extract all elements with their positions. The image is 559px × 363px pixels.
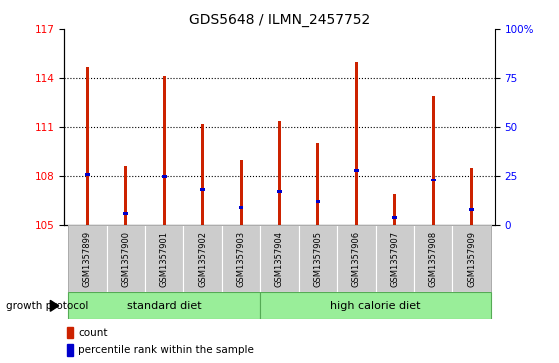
Bar [260,292,491,319]
Text: GSM1357909: GSM1357909 [467,231,476,287]
Text: GSM1357907: GSM1357907 [390,231,399,287]
Title: GDS5648 / ILMN_2457752: GDS5648 / ILMN_2457752 [189,13,370,26]
Bar [124,212,128,215]
Bar [376,225,414,292]
Text: GSM1357902: GSM1357902 [198,231,207,287]
Text: high calorie diet: high calorie diet [330,301,421,311]
Bar [431,179,435,182]
Bar [124,166,127,225]
Text: GSM1357904: GSM1357904 [275,231,284,287]
Bar [240,160,243,225]
Bar [260,225,299,292]
Text: GSM1357900: GSM1357900 [121,231,130,287]
Text: percentile rank within the sample: percentile rank within the sample [78,345,254,355]
Bar [394,194,396,225]
Bar [337,225,376,292]
Bar [68,292,260,319]
Text: count: count [78,327,108,338]
Bar [299,225,337,292]
Polygon shape [50,301,59,311]
Text: GSM1357903: GSM1357903 [236,231,245,287]
Bar [68,225,107,292]
Bar [452,225,491,292]
Bar [67,327,73,338]
Bar [414,225,452,292]
Bar [432,96,435,225]
Text: GSM1357901: GSM1357901 [160,231,169,287]
Bar [222,225,260,292]
Bar [278,121,281,225]
Bar [239,206,243,209]
Text: standard diet: standard diet [127,301,201,311]
Text: GSM1357899: GSM1357899 [83,231,92,287]
Text: GSM1357908: GSM1357908 [429,231,438,287]
Bar [392,216,397,219]
Bar [86,67,89,225]
Bar [183,225,222,292]
Bar [470,168,473,225]
Bar [355,62,358,225]
Bar [316,200,320,203]
Bar [163,77,166,225]
Bar [316,143,320,225]
Bar [162,175,167,178]
Bar [470,208,474,211]
Bar [354,169,359,172]
Bar [200,188,205,191]
Text: GSM1357906: GSM1357906 [352,231,361,287]
Bar [277,190,282,193]
Text: growth protocol: growth protocol [6,301,88,311]
Text: GSM1357905: GSM1357905 [314,231,323,287]
Bar [67,344,73,356]
Bar [145,225,183,292]
Bar [85,173,89,176]
Bar [107,225,145,292]
Bar [201,124,204,225]
